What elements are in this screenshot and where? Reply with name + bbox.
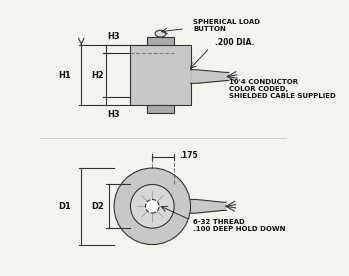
Ellipse shape xyxy=(155,30,166,37)
Text: .175: .175 xyxy=(180,151,198,160)
Text: D1: D1 xyxy=(58,202,71,211)
Circle shape xyxy=(146,200,159,213)
Text: 10'4 CONDUCTOR
COLOR CODED,
SHIELDED CABLE SUPPLIED: 10'4 CONDUCTOR COLOR CODED, SHIELDED CAB… xyxy=(229,79,336,99)
Text: H1: H1 xyxy=(59,71,71,80)
Text: H2: H2 xyxy=(91,71,104,80)
Text: SPHERICAL LOAD
BUTTON: SPHERICAL LOAD BUTTON xyxy=(193,20,260,33)
FancyBboxPatch shape xyxy=(131,45,191,105)
Bar xyxy=(147,37,174,45)
Circle shape xyxy=(114,168,191,245)
Text: 6-32 THREAD
.100 DEEP HOLD DOWN: 6-32 THREAD .100 DEEP HOLD DOWN xyxy=(193,219,286,232)
Text: D2: D2 xyxy=(91,202,104,211)
Text: H3: H3 xyxy=(108,32,120,41)
Text: .200 DIA.: .200 DIA. xyxy=(215,38,254,47)
Text: H3: H3 xyxy=(108,110,120,119)
Bar xyxy=(147,105,174,113)
Circle shape xyxy=(131,184,174,228)
